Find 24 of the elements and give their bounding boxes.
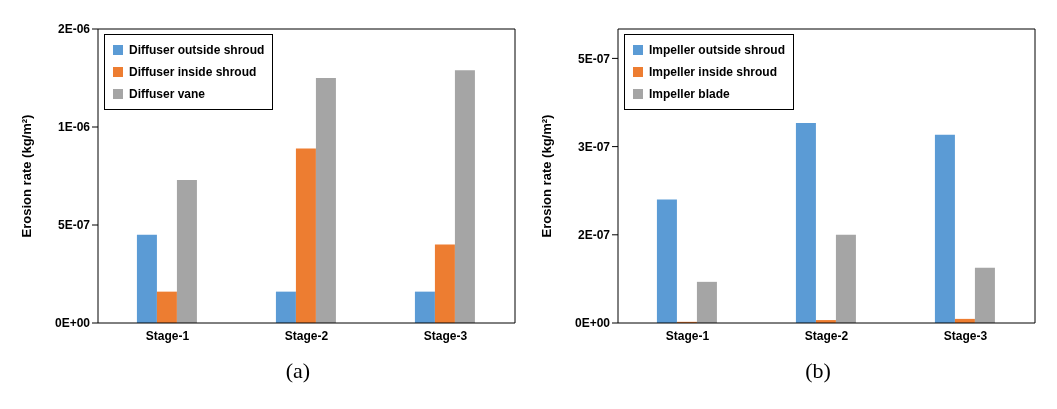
x-tick-label: Stage-3 — [423, 328, 468, 343]
y-tick-label: 5E-07 — [57, 218, 91, 233]
y-tick-label: 5E-07 — [577, 51, 611, 66]
y-axis-title: Erosion rate (kg/m²) — [538, 114, 554, 238]
y-tick-label: 3E-07 — [577, 139, 611, 154]
x-tick-label: Stage-1 — [665, 328, 710, 343]
text: (a) — [284, 358, 312, 384]
x-tick-label: Stage-2 — [804, 328, 849, 343]
y-tick-label: 2E-06 — [57, 22, 91, 37]
legend-label: Impeller inside shroud — [649, 64, 778, 81]
y-tick-label: 1E-06 — [57, 120, 91, 135]
x-tick-label: Stage-3 — [943, 328, 988, 343]
x-tick-label: Stage-2 — [284, 328, 329, 343]
legend-label: Diffuser outside shroud — [129, 42, 265, 59]
y-tick-label: 0E+00 — [54, 316, 91, 331]
x-tick-label: Stage-1 — [145, 328, 190, 343]
y-tick-label: 0E+00 — [574, 316, 611, 331]
y-tick-label: 2E-07 — [577, 228, 611, 243]
legend-label: Impeller outside shroud — [649, 42, 786, 59]
y-axis-title: Erosion rate (kg/m²) — [18, 114, 34, 238]
legend-label: Impeller blade — [649, 86, 730, 103]
legend-label: Diffuser vane — [129, 86, 206, 103]
legend-label: Diffuser inside shroud — [129, 64, 257, 81]
text: (b) — [804, 358, 832, 384]
